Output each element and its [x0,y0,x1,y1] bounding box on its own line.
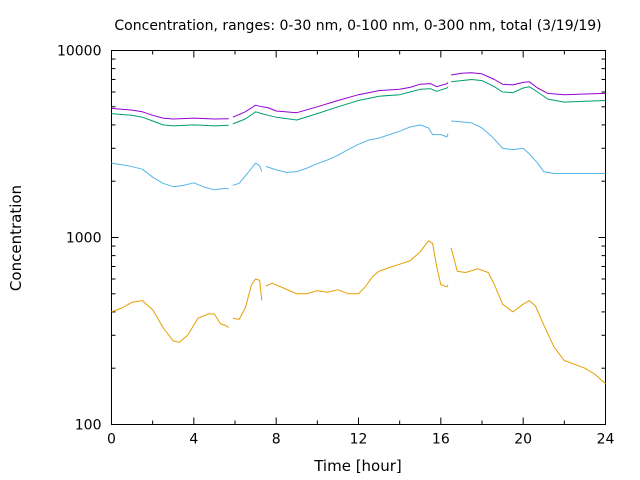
series-line-1 [265,124,449,173]
y-tick-label: 1000 [66,231,102,247]
y-axis-title: Concentration [7,185,25,291]
x-tick-label: 8 [272,432,281,448]
series-layer [111,72,606,385]
x-tick-label: 0 [107,432,116,448]
series-line-0 [450,247,606,385]
x-axis-title: Time [hour] [313,457,402,475]
series-line-2 [111,113,229,127]
series-line-1 [451,120,606,174]
x-tick-label: 20 [514,432,532,448]
series-line-1 [232,162,263,186]
series-line-3 [451,72,606,96]
plot-area-frame [111,50,606,425]
chart-title: Concentration, ranges: 0-30 nm, 0-100 nm… [114,18,601,34]
axis-ticks: 0 4 8 12 16 20 24 100 1000 10000 [57,44,615,448]
x-tick-label: 16 [432,432,450,448]
series-line-1 [111,162,229,191]
series-line-3 [232,82,449,118]
series-line-2 [451,79,606,103]
y-tick-label: 10000 [57,44,102,60]
x-tick-label: 12 [350,432,368,448]
series-line-0 [232,278,263,320]
x-tick-label: 24 [597,432,615,448]
series-line-0 [265,240,449,295]
series-line-3 [111,107,229,120]
series-line-2 [232,86,449,125]
x-tick-label: 4 [189,432,198,448]
y-tick-label: 100 [75,418,102,434]
series-line-0 [111,300,230,343]
